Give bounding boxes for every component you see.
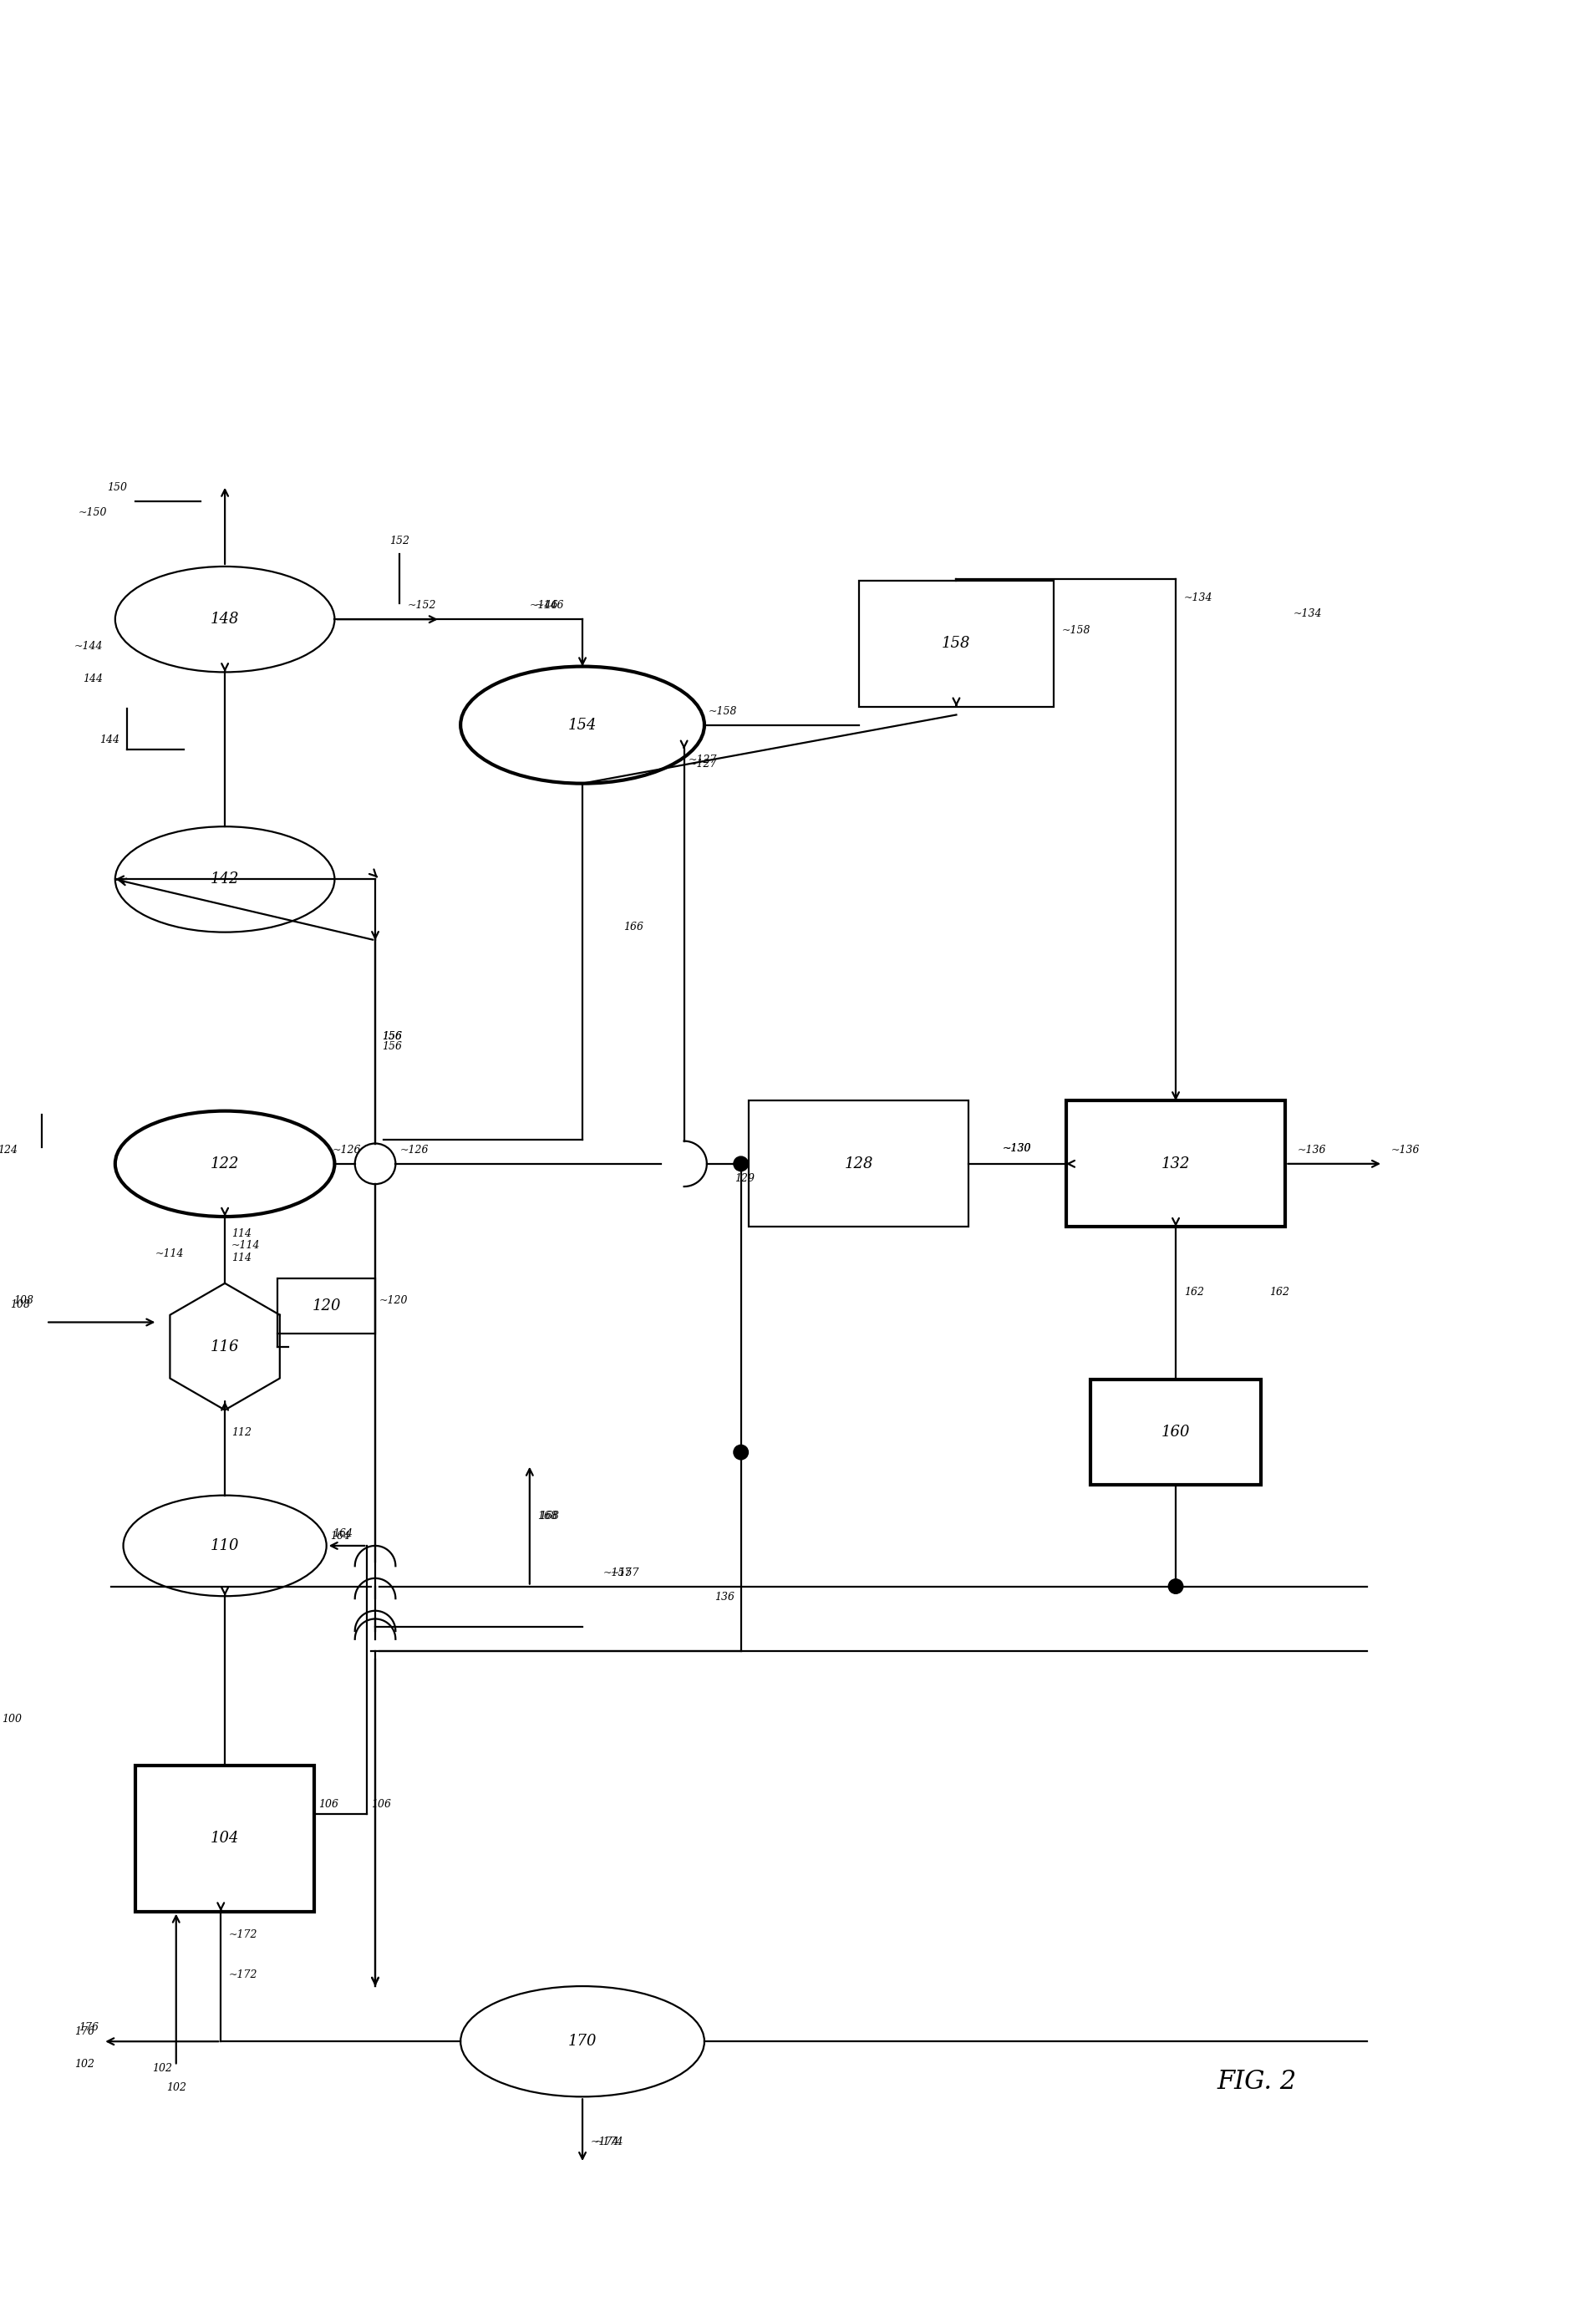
Text: ~157: ~157 xyxy=(611,1566,640,1578)
Bar xyxy=(859,582,1053,707)
Text: 129: 129 xyxy=(736,1172,755,1184)
Text: 114: 114 xyxy=(231,1228,252,1240)
Text: 122: 122 xyxy=(211,1156,239,1172)
Text: 168: 168 xyxy=(539,1511,560,1522)
Text: 150: 150 xyxy=(107,482,128,494)
Text: ~127: ~127 xyxy=(688,758,717,769)
Text: 148: 148 xyxy=(211,612,239,628)
Text: 142: 142 xyxy=(211,871,239,887)
Text: 154: 154 xyxy=(568,718,597,732)
Text: 106: 106 xyxy=(372,1798,391,1810)
Text: 102: 102 xyxy=(166,2083,187,2092)
Text: 162: 162 xyxy=(1269,1286,1290,1298)
Text: 162: 162 xyxy=(1184,1286,1203,1298)
Bar xyxy=(749,1101,969,1226)
Bar xyxy=(136,1766,314,1912)
Text: ~157: ~157 xyxy=(603,1566,632,1578)
Text: ~134: ~134 xyxy=(1294,609,1323,619)
Bar xyxy=(1090,1379,1261,1485)
Text: ~146: ~146 xyxy=(536,600,565,612)
Text: ~120: ~120 xyxy=(380,1295,409,1307)
Text: FIG. 2: FIG. 2 xyxy=(1218,2069,1298,2095)
Circle shape xyxy=(1168,1580,1183,1594)
Text: 158: 158 xyxy=(942,637,970,651)
Text: 176: 176 xyxy=(75,2027,94,2037)
Text: ~158: ~158 xyxy=(1061,626,1090,635)
Text: ~174: ~174 xyxy=(591,2136,619,2148)
Text: ~158: ~158 xyxy=(709,707,737,716)
Text: 116: 116 xyxy=(211,1339,239,1353)
Text: ~144: ~144 xyxy=(73,642,104,651)
Text: 156: 156 xyxy=(381,1031,402,1043)
Text: 132: 132 xyxy=(1162,1156,1191,1172)
Text: 160: 160 xyxy=(1162,1425,1191,1439)
Text: 166: 166 xyxy=(624,922,643,931)
Bar xyxy=(278,1279,375,1335)
Text: 152: 152 xyxy=(389,535,410,547)
Text: 108: 108 xyxy=(14,1295,34,1307)
Text: 168: 168 xyxy=(538,1511,559,1522)
Text: 156: 156 xyxy=(381,1040,402,1052)
Text: ~130: ~130 xyxy=(1002,1142,1031,1154)
Circle shape xyxy=(734,1156,749,1170)
Text: ~114: ~114 xyxy=(155,1249,184,1258)
Text: 102: 102 xyxy=(75,2060,94,2069)
Text: 120: 120 xyxy=(313,1298,342,1314)
Text: 100: 100 xyxy=(2,1715,22,1724)
Text: 128: 128 xyxy=(844,1156,873,1172)
Text: 102: 102 xyxy=(152,2062,172,2074)
Text: 144: 144 xyxy=(83,674,104,684)
Text: 112: 112 xyxy=(231,1427,252,1439)
Text: ~134: ~134 xyxy=(1184,593,1213,602)
Text: ~136: ~136 xyxy=(1392,1145,1420,1156)
Text: ~126: ~126 xyxy=(399,1145,428,1156)
Text: 164: 164 xyxy=(334,1529,353,1538)
Text: 136: 136 xyxy=(715,1592,734,1603)
Text: 106: 106 xyxy=(318,1798,338,1810)
Text: ~126: ~126 xyxy=(332,1145,361,1156)
Text: 176: 176 xyxy=(78,2023,99,2034)
Text: ~152: ~152 xyxy=(407,600,437,612)
Text: ~150: ~150 xyxy=(78,507,107,517)
Text: 108: 108 xyxy=(10,1300,30,1309)
Text: ~146: ~146 xyxy=(530,600,559,612)
Text: ~172: ~172 xyxy=(228,1969,259,1981)
Text: 110: 110 xyxy=(211,1538,239,1552)
Text: 156: 156 xyxy=(381,1031,402,1043)
Text: ~127: ~127 xyxy=(688,755,717,765)
Text: ~136: ~136 xyxy=(1298,1145,1326,1156)
Text: 144: 144 xyxy=(99,734,120,746)
Bar xyxy=(1066,1101,1285,1226)
Text: ~130: ~130 xyxy=(1002,1142,1031,1154)
Text: ~174: ~174 xyxy=(595,2136,624,2148)
Text: 114: 114 xyxy=(231,1253,252,1263)
Text: 104: 104 xyxy=(211,1830,239,1847)
Text: 164: 164 xyxy=(330,1532,351,1541)
Text: 170: 170 xyxy=(568,2034,597,2048)
Text: ~114: ~114 xyxy=(231,1240,260,1251)
Circle shape xyxy=(734,1446,749,1460)
Text: 124: 124 xyxy=(0,1145,18,1156)
Text: ~172: ~172 xyxy=(228,1930,259,1939)
